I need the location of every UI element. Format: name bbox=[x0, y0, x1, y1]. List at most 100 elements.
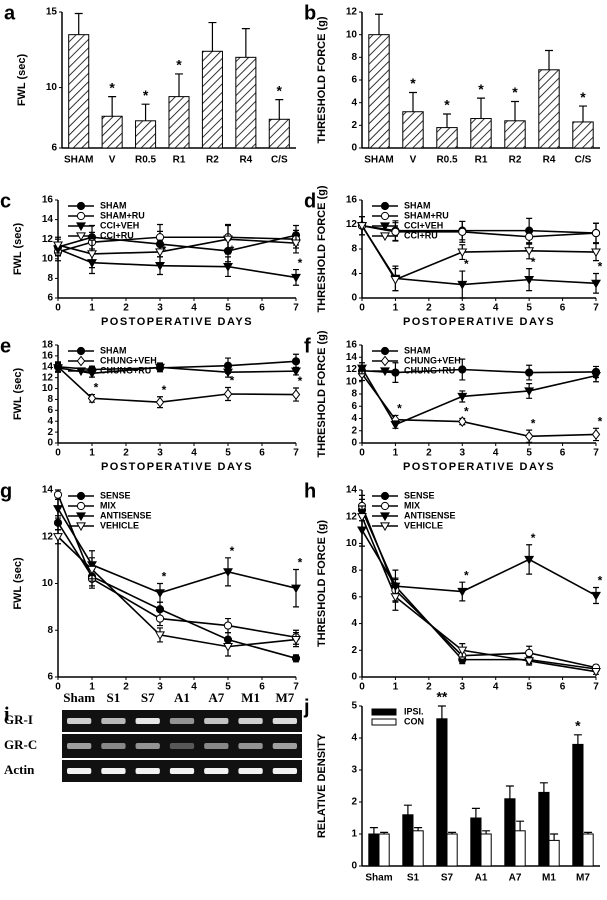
x-tick-label: 5 bbox=[526, 448, 532, 459]
bar bbox=[368, 833, 380, 867]
y-tick-label: 15 bbox=[46, 7, 58, 18]
error-bar bbox=[573, 734, 582, 745]
panel-letter: h bbox=[304, 480, 316, 502]
legend-label: MIX bbox=[404, 500, 420, 510]
bar bbox=[572, 743, 584, 867]
y-axis-label: THRESHOLD FORCE (g) bbox=[316, 330, 328, 457]
marker bbox=[357, 364, 367, 374]
error-bar bbox=[275, 99, 284, 120]
marker bbox=[380, 232, 390, 242]
legend-label: CHUNG+VEH bbox=[100, 355, 157, 365]
x-tick-label: SHAM bbox=[64, 155, 93, 166]
gel-band bbox=[272, 768, 297, 774]
gel-band bbox=[101, 743, 126, 749]
gel-band bbox=[204, 718, 229, 724]
marker bbox=[76, 522, 86, 532]
gel-row-label: Actin bbox=[4, 762, 35, 777]
marker bbox=[155, 363, 165, 373]
legend-label: SHAM bbox=[100, 200, 127, 210]
y-tick-label: 14 bbox=[346, 485, 358, 496]
marker bbox=[291, 654, 301, 663]
marker bbox=[155, 631, 165, 641]
gel-band bbox=[169, 718, 195, 724]
significance: * bbox=[598, 574, 603, 588]
x-tick-label: 5 bbox=[526, 303, 532, 314]
significance: * bbox=[575, 718, 581, 734]
series-line bbox=[361, 367, 597, 426]
significance: * bbox=[277, 82, 283, 98]
marker bbox=[223, 368, 233, 378]
gel-lane-label: A1 bbox=[174, 690, 190, 705]
chart: j RELATIVE DENSITY 0 1 2 3 4 5 Sham S1 S7 ** A1 A7 M1 M… bbox=[303, 689, 600, 884]
marker bbox=[457, 392, 468, 402]
legend-label: SHAM bbox=[404, 200, 431, 210]
marker bbox=[591, 429, 601, 440]
legend-label: MIX bbox=[100, 500, 116, 510]
x-tick-label: 6 bbox=[560, 682, 566, 693]
y-tick-label: 4 bbox=[351, 268, 357, 279]
y-tick-label: 10 bbox=[346, 538, 358, 549]
x-tick-label: C/S bbox=[575, 155, 592, 166]
x-tick-label: 3 bbox=[460, 682, 466, 693]
x-tick-label: 2 bbox=[426, 303, 432, 314]
gel-band bbox=[169, 768, 195, 774]
gel-lane-label: M7 bbox=[275, 690, 294, 705]
y-tick-label: 6 bbox=[47, 293, 53, 304]
x-tick-label: 2 bbox=[123, 303, 129, 314]
significance: * bbox=[397, 402, 402, 416]
x-tick-label: 1 bbox=[393, 682, 399, 693]
gel-band bbox=[204, 768, 229, 774]
x-tick-label: 5 bbox=[225, 682, 231, 693]
y-tick-label: 8 bbox=[351, 389, 357, 400]
x-tick-label: 1 bbox=[393, 448, 399, 459]
x-tick-label: R4 bbox=[543, 155, 556, 166]
y-tick-label: 12 bbox=[346, 364, 358, 375]
x-tick-label: 6 bbox=[259, 682, 265, 693]
error-bar bbox=[550, 833, 559, 841]
y-tick-label: 8 bbox=[47, 394, 53, 405]
x-axis-label: POSTOPERATIVE DAYS bbox=[101, 316, 253, 328]
gel-band bbox=[272, 718, 297, 724]
error-bar bbox=[516, 820, 525, 831]
marker bbox=[457, 646, 468, 656]
marker bbox=[380, 201, 390, 211]
x-tick-label: 6 bbox=[560, 303, 566, 314]
error-bar bbox=[241, 28, 250, 58]
error-bar bbox=[511, 100, 519, 121]
x-tick-label: 1 bbox=[89, 303, 95, 314]
x-tick-label: 1 bbox=[89, 682, 95, 693]
x-tick-label: Sham bbox=[365, 873, 392, 884]
bar bbox=[101, 115, 123, 149]
gel-lane-label: S7 bbox=[141, 690, 155, 705]
marker bbox=[76, 501, 86, 511]
x-tick-label: 7 bbox=[293, 682, 299, 693]
marker bbox=[291, 584, 301, 594]
legend-label: ANTISENSE bbox=[404, 510, 456, 520]
bar bbox=[548, 839, 560, 867]
series-line bbox=[57, 536, 297, 648]
bar bbox=[504, 120, 526, 149]
gel-band bbox=[238, 718, 263, 724]
marker bbox=[380, 522, 390, 532]
y-tick-label: 12 bbox=[42, 372, 54, 383]
x-tick-label: 3 bbox=[157, 682, 163, 693]
marker bbox=[591, 668, 601, 677]
x-tick-label: 6 bbox=[560, 448, 566, 459]
x-tick-label: 4 bbox=[191, 303, 197, 314]
marker bbox=[380, 355, 390, 367]
marker bbox=[53, 490, 63, 499]
panel-letter: b bbox=[304, 2, 316, 24]
significance: * bbox=[531, 255, 536, 269]
y-axis-label: THRESHOLD FORCE (g) bbox=[316, 520, 328, 647]
y-tick-label: 5 bbox=[351, 701, 357, 712]
legend-label: VEHICLE bbox=[404, 520, 443, 530]
significance: * bbox=[531, 416, 536, 430]
panel-letter: j bbox=[303, 696, 310, 718]
gel-band bbox=[169, 743, 195, 749]
bar bbox=[504, 798, 516, 867]
y-tick-label: 0 bbox=[351, 861, 357, 872]
y-tick-label: 8 bbox=[351, 565, 357, 576]
y-tick-label: 6 bbox=[47, 672, 53, 683]
panel-letter: i bbox=[4, 704, 10, 726]
